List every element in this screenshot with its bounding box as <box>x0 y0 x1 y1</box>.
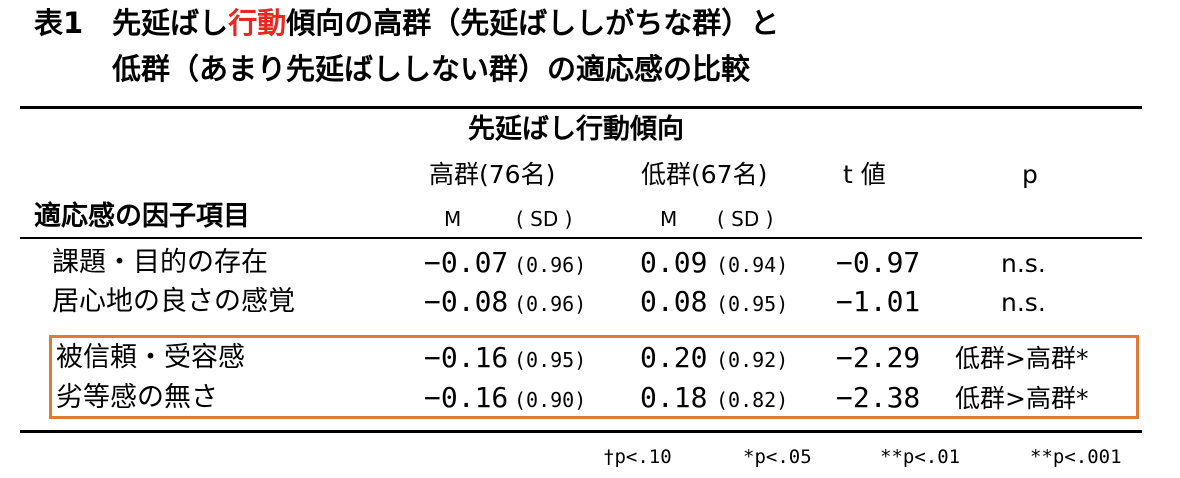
row-1-p: n.s. <box>1001 249 1046 278</box>
row-3-t: −2.29 <box>836 341 921 374</box>
title-line-1: 表1 先延ばし行動傾向の高群（先延ばししがちな群）と <box>34 4 779 42</box>
row-2-low-m: 0.08 <box>640 285 708 318</box>
row-4-high-m: −0.16 <box>424 381 509 414</box>
column-header-high: 高群(76名) <box>429 160 556 189</box>
row-1-low-sd: (0.94) <box>716 253 789 277</box>
table-bottom-rule <box>20 430 1142 433</box>
subheader-high-sd: ( SD ) <box>516 207 573 231</box>
row-4-high-sd: (0.90) <box>514 388 587 412</box>
row-1-high-sd: (0.96) <box>514 253 587 277</box>
row-1-label: 課題・目的の存在 <box>52 247 268 278</box>
row-4-low-m: 0.18 <box>640 381 708 414</box>
title-suffix: 傾向の高群（先延ばししがちな群）と <box>286 6 780 40</box>
row-4-t: −2.38 <box>836 381 921 414</box>
title-highlight: 行動 <box>228 6 287 40</box>
row-2-high-m: −0.08 <box>424 285 509 318</box>
row-3-high-m: −0.16 <box>424 341 509 374</box>
row-header: 適応感の因子項目 <box>34 201 250 232</box>
footnote-4: **p<.001 <box>1030 446 1122 468</box>
title-prefix: 表1 先延ばし <box>34 6 229 40</box>
row-1-high-m: −0.07 <box>424 246 509 279</box>
row-2-t: −1.01 <box>836 285 921 318</box>
row-4-p: 低群>高群* <box>955 384 1089 413</box>
footnote-3: **p<.01 <box>880 446 961 468</box>
column-header-p: p <box>1022 160 1038 189</box>
row-1-t: −0.97 <box>836 246 921 279</box>
table-header-rule <box>20 237 1142 239</box>
row-3-low-m: 0.20 <box>640 341 708 374</box>
row-3-p: 低群>高群* <box>955 344 1089 373</box>
footnote-1: †p<.10 <box>603 446 672 468</box>
row-1-low-m: 0.09 <box>640 246 708 279</box>
row-4-low-sd: (0.82) <box>716 388 789 412</box>
column-header-t: t 値 <box>843 160 886 189</box>
row-4-label: 劣等感の無さ <box>56 382 218 413</box>
subheader-low-sd: ( SD ) <box>717 207 774 231</box>
row-3-low-sd: (0.92) <box>716 348 789 372</box>
subheader-high-m: M <box>444 207 462 231</box>
subheader-low-m: M <box>660 207 678 231</box>
title-line-2: 低群（あまり先延ばししない群）の適応感の比較 <box>112 52 751 86</box>
row-2-p: n.s. <box>1001 288 1046 317</box>
row-2-label: 居心地の良さの感覚 <box>52 286 295 317</box>
row-2-low-sd: (0.95) <box>716 292 789 316</box>
row-3-high-sd: (0.95) <box>514 348 587 372</box>
row-3-label: 被信頼・受容感 <box>56 342 245 373</box>
footnote-2: *p<.05 <box>743 446 812 468</box>
highlight-box <box>49 335 1139 419</box>
row-2-high-sd: (0.96) <box>514 292 587 316</box>
column-header-low: 低群(67名) <box>641 160 768 189</box>
table-top-rule <box>20 106 1142 109</box>
group-header: 先延ばし行動傾向 <box>468 114 684 145</box>
